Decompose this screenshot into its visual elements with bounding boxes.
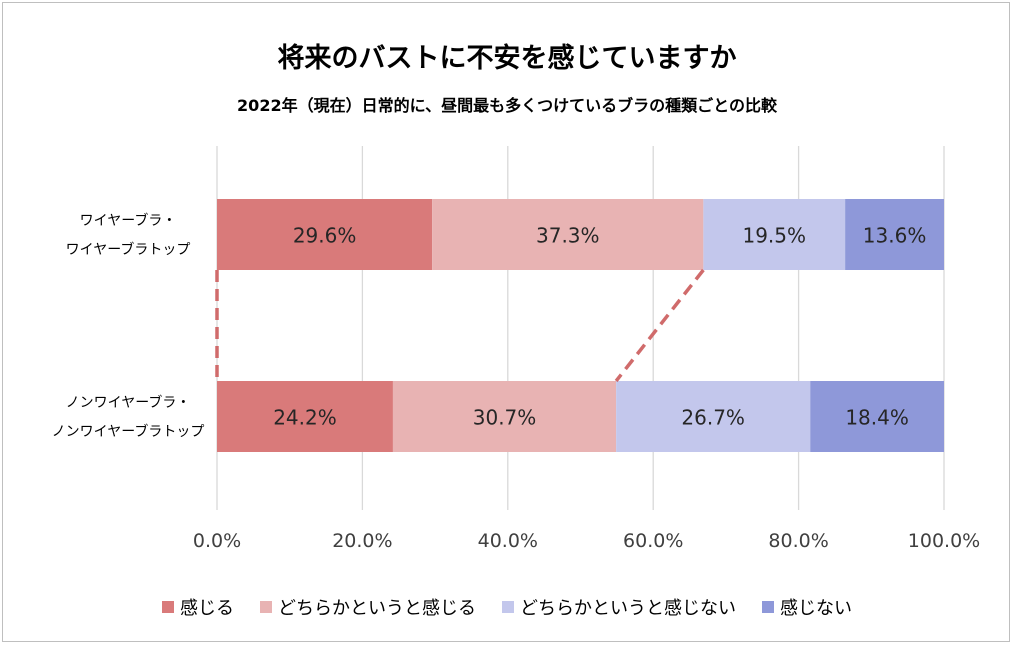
legend-label: 感じない bbox=[780, 598, 852, 619]
data-label: 37.3% bbox=[536, 224, 600, 248]
category-label: ノンワイヤーブラトップ bbox=[52, 423, 205, 440]
legend-swatch bbox=[762, 601, 774, 613]
x-tick-label: 0.0% bbox=[193, 530, 241, 552]
legend-swatch bbox=[162, 601, 174, 613]
legend-item: 感じる bbox=[162, 594, 234, 620]
bar-segment bbox=[217, 199, 433, 270]
x-tick-label: 20.0% bbox=[332, 530, 392, 552]
legend-swatch bbox=[260, 601, 272, 613]
bar-segment bbox=[810, 381, 944, 452]
legend-label: どちらかというと感じない bbox=[520, 598, 736, 619]
legend-item: どちらかというと感じない bbox=[502, 594, 736, 620]
legend-label: どちらかというと感じる bbox=[278, 598, 476, 619]
bar-segment bbox=[432, 199, 704, 270]
bar-segment bbox=[703, 199, 846, 270]
data-label: 19.5% bbox=[742, 224, 806, 248]
data-label: 30.7% bbox=[473, 406, 537, 430]
legend-label: 感じる bbox=[180, 598, 234, 619]
chart-subtitle: 2022年（現在）日常的に、昼間最も多くつけているブラの種類ごとの比較 bbox=[237, 96, 777, 115]
bar-segment bbox=[217, 381, 393, 452]
data-label: 13.6% bbox=[863, 224, 927, 248]
legend-item: どちらかというと感じる bbox=[260, 594, 476, 620]
data-label: 26.7% bbox=[681, 406, 745, 430]
category-label: ノンワイヤーブラ・ bbox=[66, 394, 191, 411]
bar-segment bbox=[616, 381, 811, 452]
category-label: ワイヤーブラ・ bbox=[80, 212, 177, 229]
x-tick-label: 40.0% bbox=[478, 530, 538, 552]
chart-title: 将来のバストに不安を感じていますか bbox=[277, 43, 737, 74]
legend-item: 感じない bbox=[762, 594, 852, 620]
data-label: 18.4% bbox=[845, 406, 909, 430]
connector-line bbox=[614, 268, 705, 383]
chart-legend: 感じる どちらかというと感じる どちらかというと感じない 感じない bbox=[0, 594, 1014, 620]
data-label: 29.6% bbox=[293, 224, 357, 248]
x-tick-label: 60.0% bbox=[623, 530, 683, 552]
legend-swatch bbox=[502, 601, 514, 613]
bar-segment bbox=[392, 381, 617, 452]
bar-segment bbox=[845, 199, 944, 270]
x-tick-label: 80.0% bbox=[768, 530, 828, 552]
x-tick-label: 100.0% bbox=[908, 530, 980, 552]
category-label: ワイヤーブラトップ bbox=[66, 241, 191, 258]
data-label: 24.2% bbox=[273, 406, 337, 430]
